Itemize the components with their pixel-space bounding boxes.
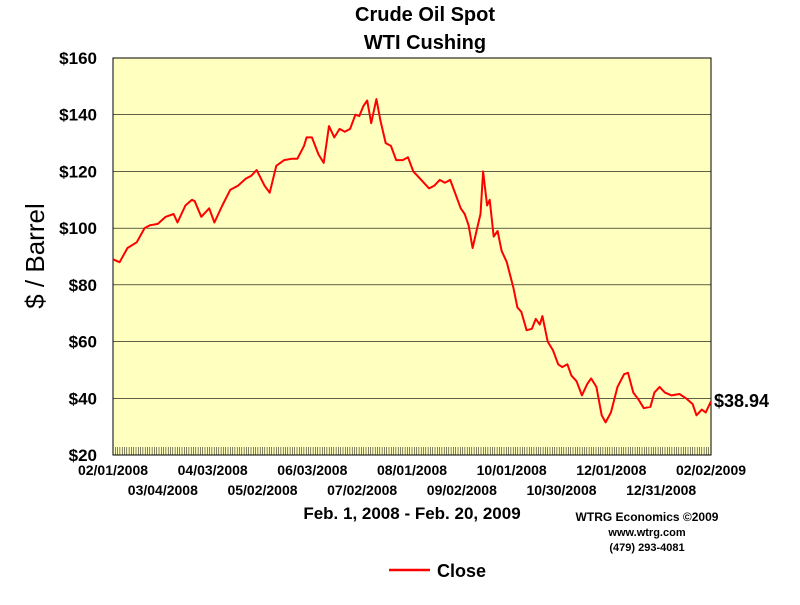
y-tick-label: $80 xyxy=(69,276,97,295)
x-tick-label: 04/03/2008 xyxy=(178,462,248,478)
credit-website: www.wtrg.com xyxy=(607,527,685,539)
x-tick-label: 02/01/2008 xyxy=(78,462,148,478)
y-axis-label: $ / Barrel xyxy=(20,203,50,309)
y-tick-label: $60 xyxy=(69,333,97,352)
x-tick-label: 08/01/2008 xyxy=(377,462,447,478)
x-axis-label: Feb. 1, 2008 - Feb. 20, 2009 xyxy=(303,504,520,523)
credit-phone: (479) 293-4081 xyxy=(609,542,684,554)
plot-background xyxy=(112,57,712,456)
x-tick-label: 03/04/2008 xyxy=(128,482,198,498)
y-tick-label: $20 xyxy=(69,446,97,465)
x-tick-labels: 02/01/2008 04/03/2008 06/03/2008 08/01/2008… xyxy=(78,462,746,498)
x-tick-label: 10/30/2008 xyxy=(526,482,596,498)
x-tick-label: 12/01/2008 xyxy=(576,462,646,478)
y-tick-label: $100 xyxy=(59,219,97,238)
y-tick-label: $160 xyxy=(59,49,97,68)
x-minor-ticks xyxy=(112,447,712,455)
chart-subtitle: WTI Cushing xyxy=(364,32,486,54)
y-tick-labels: $160 $140 $120 $100 $80 $60 $40 $20 xyxy=(59,49,97,465)
y-tick-label: $40 xyxy=(69,389,97,408)
x-tick-label: 07/02/2008 xyxy=(327,482,397,498)
chart-title: Crude Oil Spot xyxy=(355,4,495,26)
x-tick-label: 10/01/2008 xyxy=(477,462,547,478)
last-value-label: $38.94 xyxy=(714,391,769,411)
y-tick-label: $120 xyxy=(59,162,97,181)
credit-company: WTRG Economics ©2009 xyxy=(576,510,719,524)
y-tick-label: $140 xyxy=(59,106,97,125)
x-tick-label: 02/02/2009 xyxy=(676,462,746,478)
x-tick-label: 05/02/2008 xyxy=(227,482,297,498)
x-tick-label: 06/03/2008 xyxy=(277,462,347,478)
gridlines xyxy=(113,114,711,399)
x-tick-label: 12/31/2008 xyxy=(626,482,696,498)
legend-label-close: Close xyxy=(437,561,486,581)
x-tick-label: 09/02/2008 xyxy=(427,482,497,498)
series-line-close xyxy=(112,98,712,424)
